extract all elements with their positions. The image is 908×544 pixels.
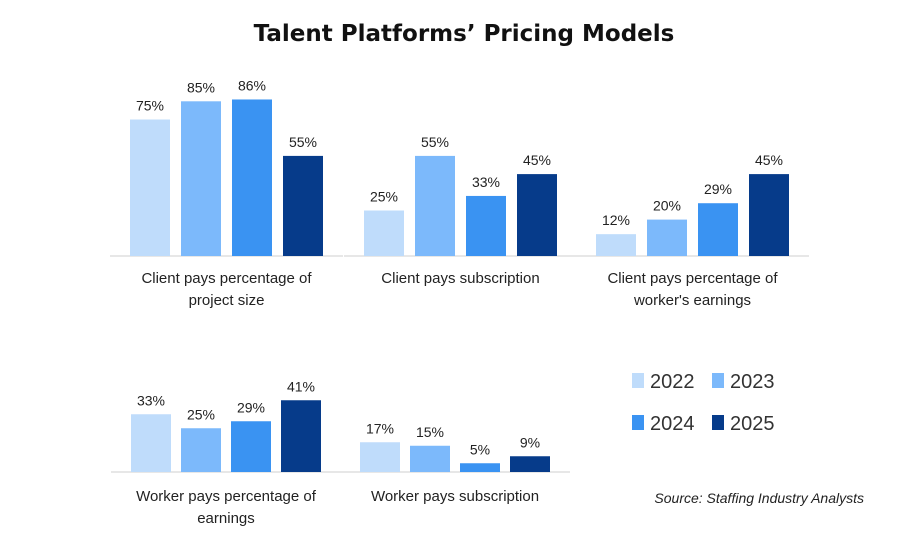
category-label: worker's earnings xyxy=(633,292,751,309)
bar-2025 xyxy=(749,174,789,256)
data-label: 25% xyxy=(187,406,215,422)
panel-2: 25% 55% 33% 45% Client pays subscription xyxy=(344,134,577,287)
legend-item-2023: 2023 xyxy=(712,371,775,393)
legend-swatch xyxy=(712,373,724,388)
bar-2023 xyxy=(181,101,221,256)
bar-2025 xyxy=(510,456,550,472)
bar-2022 xyxy=(596,234,636,256)
data-label: 85% xyxy=(187,79,215,95)
category-label: Worker pays percentage of xyxy=(136,488,317,505)
bar-2022 xyxy=(360,442,400,472)
category-label: Worker pays subscription xyxy=(371,488,539,505)
bar-2024 xyxy=(231,421,271,472)
chart-legend: 2022 2023 2024 2025 xyxy=(632,371,775,435)
data-label: 45% xyxy=(755,152,783,168)
chart-panels: 75% 85% 86% 55% Client pays percentage of pro… xyxy=(110,77,809,527)
category-label: Client pays percentage of xyxy=(607,270,778,287)
legend-swatch xyxy=(712,415,724,430)
legend-swatch xyxy=(632,415,644,430)
bar-2022 xyxy=(364,210,404,256)
legend-label: 2024 xyxy=(650,413,695,435)
data-label: 33% xyxy=(472,174,500,190)
bar-2024 xyxy=(460,463,500,472)
data-label: 15% xyxy=(416,424,444,440)
data-label: 17% xyxy=(366,420,394,436)
category-label: Client pays subscription xyxy=(381,270,539,287)
bar-2025 xyxy=(281,400,321,472)
bar-2023 xyxy=(181,428,221,472)
data-label: 5% xyxy=(470,441,490,457)
data-label: 41% xyxy=(287,378,315,394)
data-label: 9% xyxy=(520,434,540,450)
category-label: earnings xyxy=(197,510,255,527)
panel-1: 75% 85% 86% 55% Client pays percentage of pro… xyxy=(110,77,343,309)
bar-2022 xyxy=(131,414,171,472)
legend-swatch xyxy=(632,373,644,388)
data-label: 20% xyxy=(653,198,681,214)
bar-2023 xyxy=(647,219,687,256)
bar-2024 xyxy=(232,99,272,256)
data-label: 75% xyxy=(136,98,164,114)
legend-label: 2023 xyxy=(730,371,775,393)
legend-item-2025: 2025 xyxy=(712,413,775,435)
category-label: project size xyxy=(189,292,265,309)
bar-2022 xyxy=(130,119,170,256)
panel-3: 12% 20% 29% 45% Client pays percentage of wor… xyxy=(576,152,809,309)
data-label: 55% xyxy=(421,134,449,150)
panel-5: 17% 15% 5% 9% Worker pays subscription xyxy=(340,420,570,505)
panel-4: 33% 25% 29% 41% Worker pays percentage of ear… xyxy=(111,378,341,527)
data-label: 29% xyxy=(704,181,732,197)
data-label: 29% xyxy=(237,399,265,415)
data-label: 45% xyxy=(523,152,551,168)
chart-title: Talent Platforms’ Pricing Models xyxy=(254,21,675,47)
data-label: 33% xyxy=(137,392,165,408)
bar-2025 xyxy=(517,174,557,256)
data-label: 25% xyxy=(370,189,398,205)
legend-label: 2022 xyxy=(650,371,695,393)
legend-item-2022: 2022 xyxy=(632,371,695,393)
data-label: 12% xyxy=(602,212,630,228)
legend-label: 2025 xyxy=(730,413,775,435)
bar-2024 xyxy=(698,203,738,256)
category-label: Client pays percentage of xyxy=(141,270,312,287)
bar-2025 xyxy=(283,155,323,256)
data-label: 86% xyxy=(238,77,266,93)
source-note: Source: Staffing Industry Analysts xyxy=(654,490,864,506)
legend-item-2024: 2024 xyxy=(632,413,695,435)
data-label: 55% xyxy=(289,134,317,150)
bar-2024 xyxy=(466,195,506,256)
bar-2023 xyxy=(410,445,450,472)
bar-2023 xyxy=(415,155,455,256)
